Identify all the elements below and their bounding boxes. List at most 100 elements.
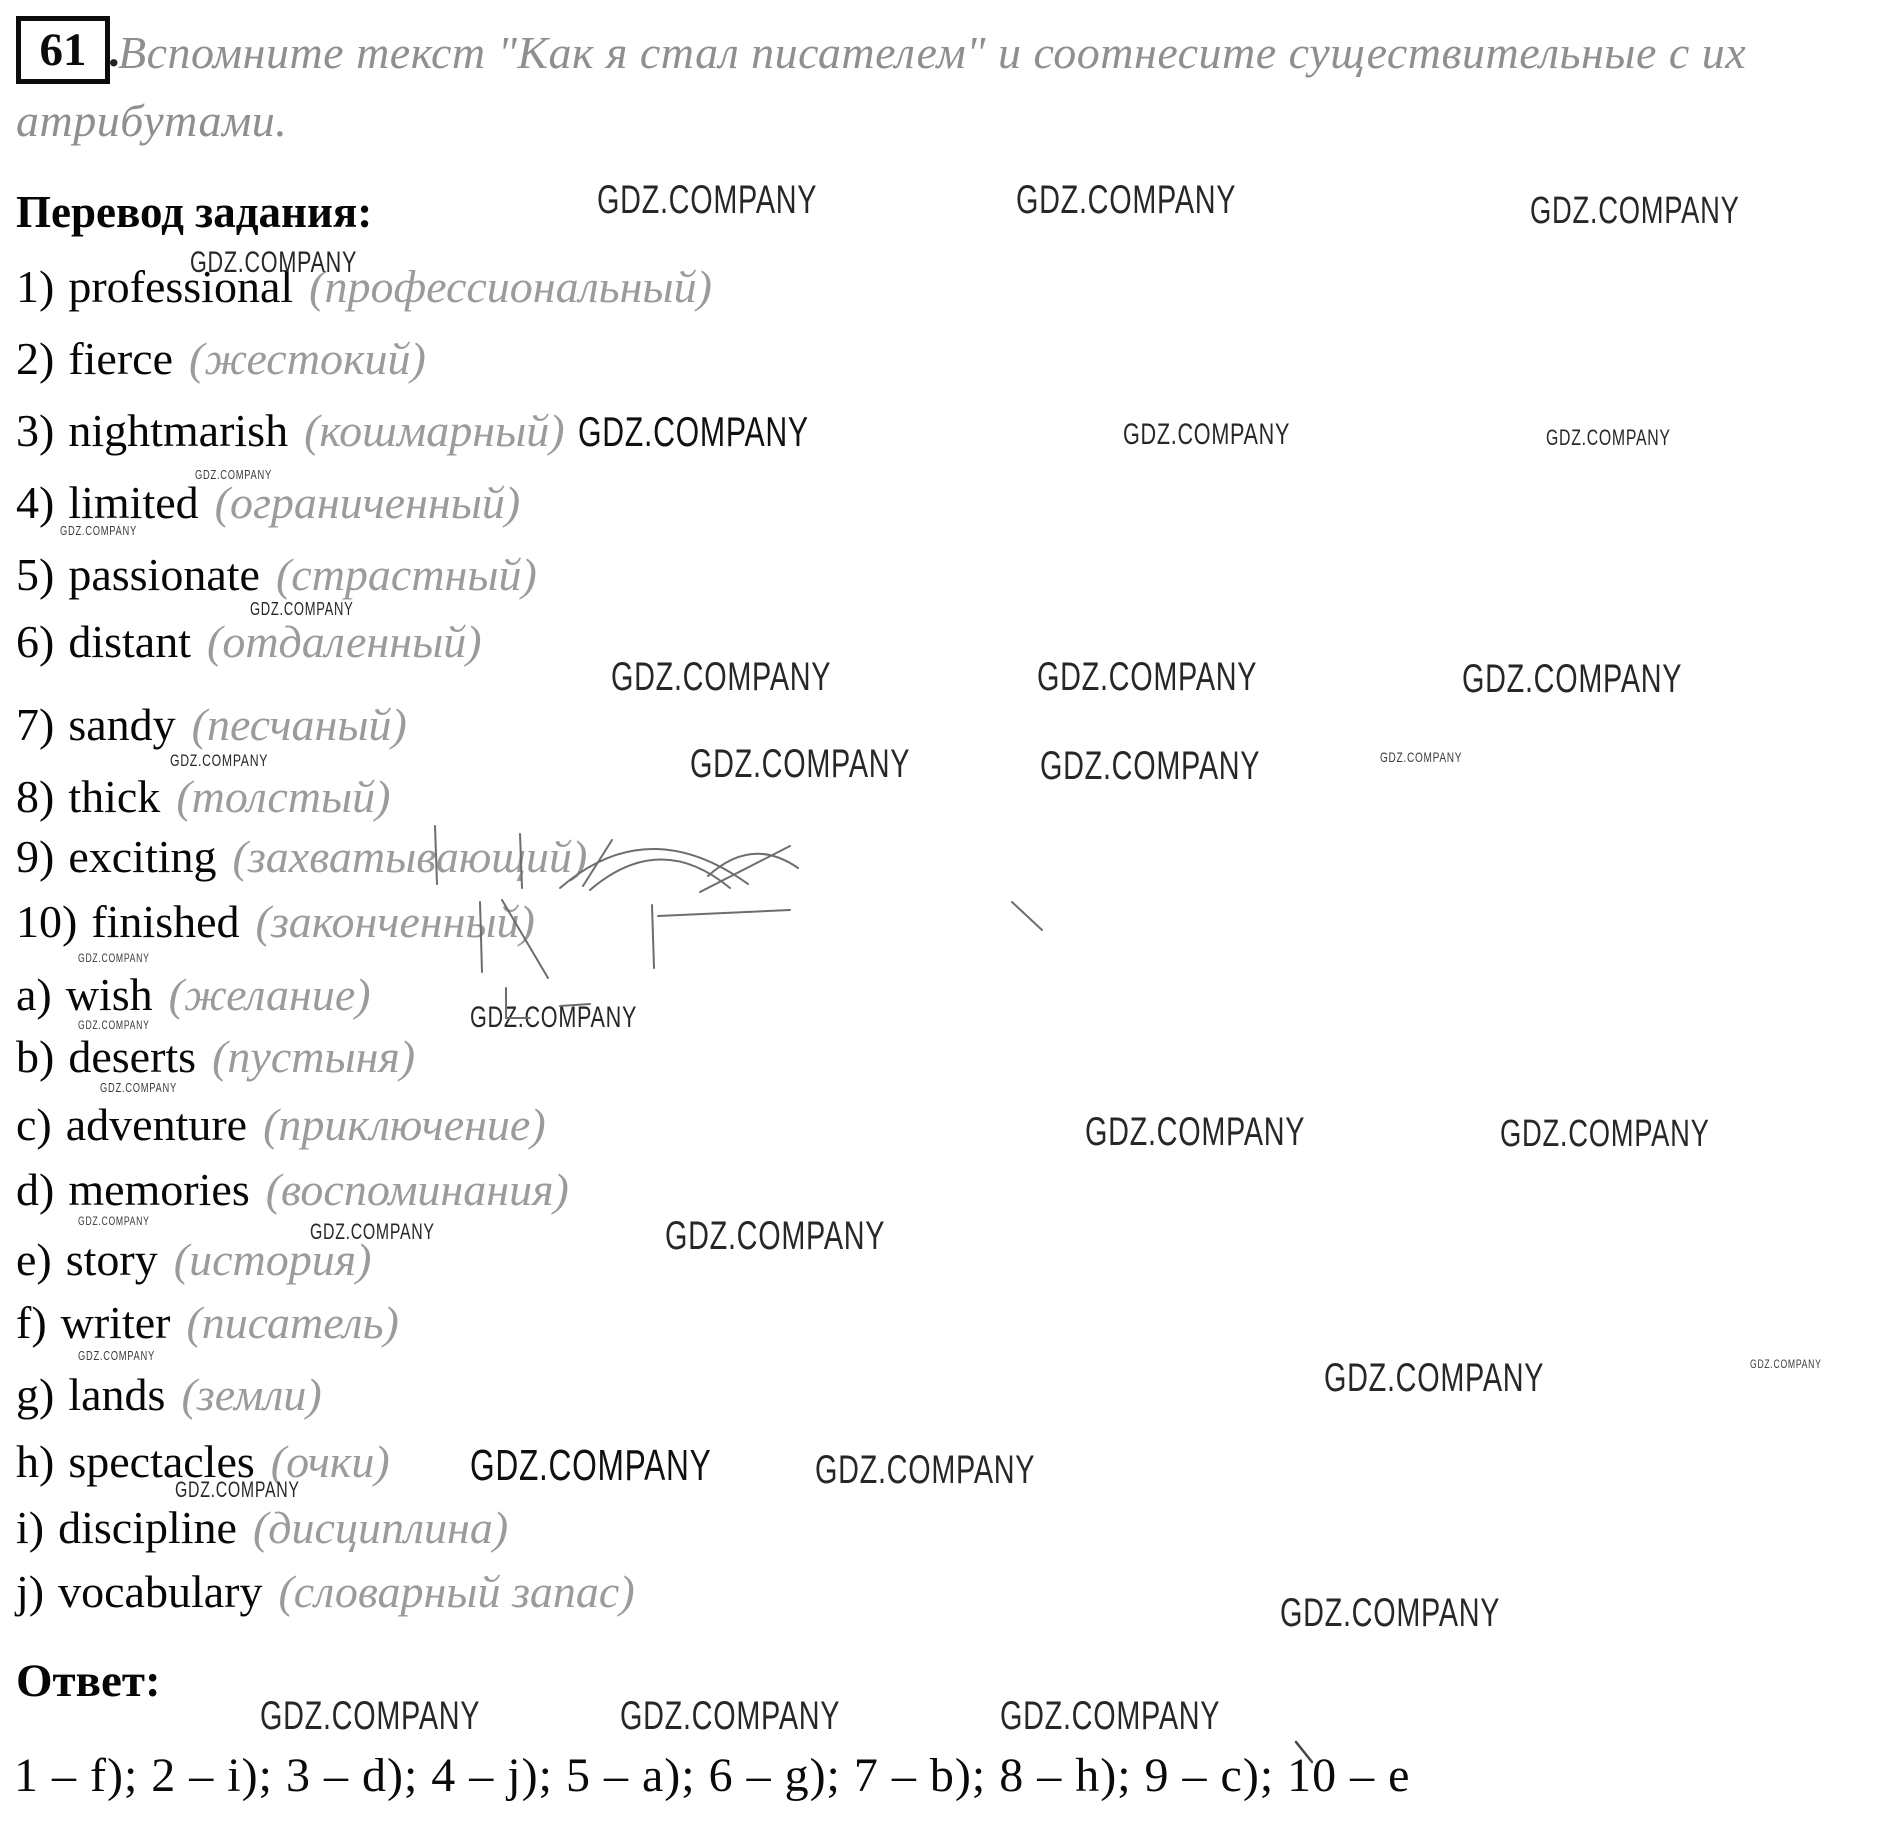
list-item-word: professional	[68, 261, 294, 312]
list-item-adjective: 3) nightmarish (кошмарный)	[16, 405, 565, 457]
list-item-prefix: i)	[16, 1502, 45, 1553]
instruction-line-2: атрибутами.	[16, 95, 288, 146]
list-item-word: nightmarish	[68, 405, 289, 456]
list-item-prefix: b)	[16, 1031, 55, 1082]
list-item-prefix: a)	[16, 969, 52, 1020]
list-item-prefix: 8)	[16, 771, 55, 822]
gdz-company-watermark: GDZ.COMPANY	[620, 1694, 841, 1738]
list-item-translation: (захватывающий)	[232, 831, 588, 882]
list-item-prefix: 9)	[16, 831, 55, 882]
list-item-word: lands	[68, 1369, 166, 1420]
list-item-translation: (земли)	[181, 1369, 322, 1420]
gdz-company-watermark: GDZ.COMPANY	[1085, 1110, 1306, 1154]
list-item-translation: (жестокий)	[189, 333, 426, 384]
list-item-prefix: 5)	[16, 549, 55, 600]
list-item-prefix: 7)	[16, 699, 55, 750]
list-item-translation: (история)	[173, 1234, 372, 1285]
list-item-adjective: 9) exciting (захватывающий)	[16, 831, 588, 883]
list-item-word: thick	[68, 771, 161, 822]
gdz-company-watermark: GDZ.COMPANY	[1280, 1591, 1501, 1635]
list-item-translation: (песчаный)	[191, 699, 407, 750]
list-item-prefix: 2)	[16, 333, 55, 384]
list-item-word: wish	[65, 969, 153, 1020]
gdz-company-watermark: GDZ.COMPANY	[1040, 744, 1261, 788]
list-item-word: memories	[68, 1164, 250, 1215]
list-item-word: limited	[68, 477, 199, 528]
gdz-company-watermark: GDZ.COMPANY	[1324, 1356, 1545, 1400]
instruction-line-1: Вспомните текст "Как я стал писателем" и…	[118, 27, 1747, 78]
list-item-translation: (дисциплина)	[252, 1502, 509, 1553]
gdz-company-watermark: GDZ.COMPANY	[1500, 1113, 1710, 1155]
list-item-prefix: e)	[16, 1234, 52, 1285]
answer-text: 1 – f); 2 – i); 3 – d); 4 – j); 5 – a); …	[14, 1749, 1411, 1802]
list-item-translation: (приключение)	[263, 1099, 546, 1150]
gdz-company-watermark: GDZ.COMPANY	[470, 1441, 712, 1490]
gdz-company-watermark: GDZ.COMPANY	[175, 1477, 300, 1502]
translation-heading: Перевод задания:	[16, 187, 373, 237]
gdz-company-watermark: GDZ.COMPANY	[78, 951, 150, 965]
list-item-noun: d) memories (воспоминания)	[16, 1164, 569, 1216]
gdz-company-watermark: GDZ.COMPANY	[190, 246, 358, 279]
gdz-company-watermark: GDZ.COMPANY	[1016, 178, 1237, 222]
list-item-translation: (профессиональный)	[309, 261, 712, 312]
list-item-prefix: g)	[16, 1369, 55, 1420]
gdz-company-watermark: GDZ.COMPANY	[170, 751, 269, 770]
gdz-company-watermark: GDZ.COMPANY	[665, 1214, 886, 1258]
gdz-company-watermark: GDZ.COMPANY	[1123, 418, 1291, 451]
exercise-number-punctuation: .	[108, 25, 120, 76]
list-item-word: fierce	[68, 333, 173, 384]
gdz-company-watermark: GDZ.COMPANY	[1037, 655, 1258, 699]
list-item-prefix: 10)	[16, 896, 78, 947]
list-item-adjective: 4) limited (ограниченный)	[16, 477, 521, 529]
gdz-company-watermark: GDZ.COMPANY	[78, 1348, 155, 1363]
gdz-company-watermark: GDZ.COMPANY	[1546, 425, 1671, 450]
list-item-word: spectacles	[68, 1436, 255, 1487]
list-item-prefix: h)	[16, 1436, 55, 1487]
gdz-company-watermark: GDZ.COMPANY	[195, 467, 272, 482]
gdz-company-watermark: GDZ.COMPANY	[611, 655, 832, 699]
list-item-word: sandy	[68, 699, 176, 750]
list-item-translation: (словарный запас)	[278, 1566, 635, 1617]
list-item-noun: i) discipline (дисциплина)	[16, 1502, 509, 1554]
gdz-company-watermark: GDZ.COMPANY	[1750, 1357, 1822, 1371]
list-item-prefix: d)	[16, 1164, 55, 1215]
list-item-word: distant	[68, 616, 191, 667]
list-item-noun: e) story (история)	[16, 1234, 372, 1286]
gdz-company-watermark: GDZ.COMPANY	[1380, 749, 1463, 765]
list-item-word: finished	[91, 896, 240, 947]
list-item-word: story	[65, 1234, 158, 1285]
list-item-word: passionate	[68, 549, 260, 600]
gdz-company-watermark: GDZ.COMPANY	[78, 1214, 150, 1228]
list-item-prefix: j)	[16, 1566, 45, 1617]
gdz-company-watermark: GDZ.COMPANY	[78, 1018, 150, 1032]
list-item-prefix: 3)	[16, 405, 55, 456]
gdz-company-watermark: GDZ.COMPANY	[310, 1219, 435, 1244]
answer-heading: Ответ:	[16, 1655, 161, 1707]
gdz-company-watermark: GDZ.COMPANY	[260, 1694, 481, 1738]
gdz-company-watermark: GDZ.COMPANY	[1530, 190, 1740, 232]
list-item-adjective: 8) thick (толстый)	[16, 771, 390, 823]
gdz-company-watermark: GDZ.COMPANY	[60, 523, 137, 538]
list-item-adjective: 1) professional (профессиональный)	[16, 261, 712, 313]
list-item-translation: (воспоминания)	[265, 1164, 569, 1215]
list-item-adjective: 2) fierce (жестокий)	[16, 333, 426, 385]
list-item-translation: (законченный)	[255, 896, 535, 947]
list-item-word: writer	[60, 1297, 171, 1348]
list-item-noun: j) vocabulary (словарный запас)	[16, 1566, 635, 1618]
list-item-translation: (страстный)	[275, 549, 537, 600]
list-item-prefix: 1)	[16, 261, 55, 312]
list-item-translation: (очки)	[270, 1436, 390, 1487]
list-item-adjective: 6) distant (отдаленный)	[16, 616, 482, 668]
list-item-prefix: 4)	[16, 477, 55, 528]
gdz-company-watermark: GDZ.COMPANY	[1000, 1694, 1221, 1738]
list-item-translation: (отдаленный)	[207, 616, 482, 667]
list-item-noun: g) lands (земли)	[16, 1369, 322, 1421]
list-item-word: vocabulary	[58, 1566, 263, 1617]
list-item-translation: (ограниченный)	[214, 477, 521, 528]
list-item-noun: c) adventure (приключение)	[16, 1099, 546, 1151]
list-item-noun: f) writer (писатель)	[16, 1297, 399, 1349]
gdz-company-watermark: GDZ.COMPANY	[690, 742, 911, 786]
list-item-noun: h) spectacles (очки)	[16, 1436, 390, 1488]
gdz-company-watermark: GDZ.COMPANY	[597, 178, 818, 222]
